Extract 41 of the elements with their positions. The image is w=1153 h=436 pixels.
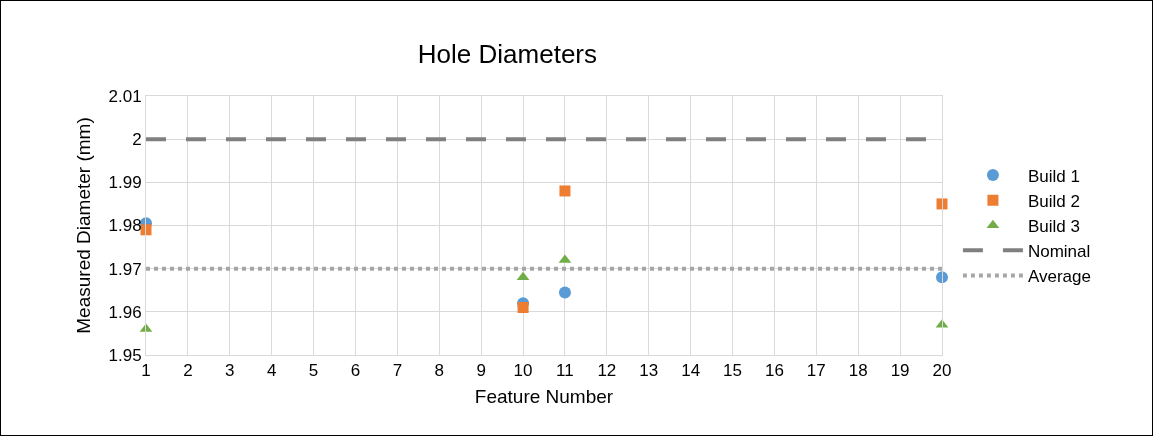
x-tick-label: 1 (141, 361, 151, 381)
x-tick-label: 18 (848, 361, 868, 381)
y-tick-label: 1.99 (108, 173, 142, 193)
legend-label: Average (1027, 267, 1091, 287)
point (140, 224, 152, 236)
y-tick-label: 2 (132, 130, 142, 150)
point (559, 185, 571, 197)
x-tick-label: 19 (890, 361, 910, 381)
x-tick-label: 20 (932, 361, 952, 381)
x-tick-label: 9 (476, 361, 486, 381)
x-tick-label: 4 (266, 361, 277, 381)
y-tick-label: 1.98 (108, 216, 142, 236)
y-axis-title: Measured Diameter (mm) (73, 117, 95, 334)
y-tick-label: 2.01 (108, 86, 142, 106)
y-tick-label: 1.97 (108, 259, 142, 279)
x-tick-label: 15 (723, 361, 742, 381)
x-axis-title: Feature Number (474, 386, 614, 408)
x-tick-label: 6 (350, 361, 361, 381)
legend-label: Build 3 (1027, 216, 1080, 236)
legend-label: Build 2 (1027, 191, 1080, 211)
x-tick-label: 10 (513, 361, 533, 381)
x-tick-label: 7 (392, 361, 403, 381)
x-tick-label: 16 (764, 361, 784, 381)
point (558, 286, 571, 299)
x-tick-label: 13 (639, 361, 659, 381)
x-tick-label: 14 (681, 361, 701, 381)
x-tick-label: 12 (597, 361, 617, 381)
point (936, 198, 948, 210)
x-tick-label: 8 (434, 361, 444, 381)
y-tick-label: 1.95 (108, 345, 142, 365)
legend-label: Build 1 (1027, 166, 1080, 186)
chart-title: Hole Diameters (417, 38, 598, 69)
x-tick-label: 11 (556, 361, 574, 381)
y-tick-label: 1.96 (108, 302, 142, 322)
x-tick-label: 17 (806, 361, 826, 381)
legend-label: Nominal (1027, 241, 1091, 261)
point (516, 271, 530, 281)
x-tick-label: 3 (225, 361, 235, 381)
point (517, 302, 529, 314)
x-tick-label: 5 (308, 361, 319, 381)
x-tick-label: 2 (183, 361, 193, 381)
